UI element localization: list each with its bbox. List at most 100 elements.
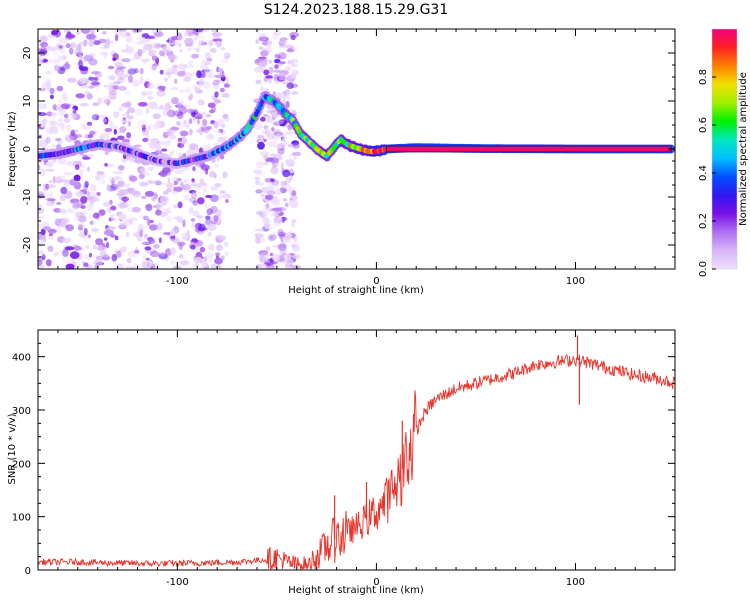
- noise-blob: [263, 222, 271, 229]
- spectrogram-x-axis-label: Height of straight line (km): [288, 285, 424, 296]
- noise-blob: [98, 244, 103, 251]
- noise-blob: [58, 208, 67, 214]
- noise-blob: [172, 191, 177, 195]
- noise-blob: [178, 63, 187, 71]
- noise-blob: [112, 57, 117, 62]
- noise-blob: [128, 175, 138, 182]
- noise-blob: [195, 32, 199, 37]
- noise-blob: [134, 108, 144, 116]
- noise-blob: [88, 39, 94, 48]
- noise-blob: [271, 260, 281, 264]
- noise-blob: [214, 79, 221, 83]
- noise-blob: [262, 162, 269, 166]
- noise-blob: [80, 205, 86, 209]
- noise-blob: [134, 253, 138, 260]
- noise-blob: [146, 262, 150, 268]
- noise-blob: [79, 171, 83, 177]
- noise-blob: [108, 93, 117, 100]
- noise-blob: [148, 141, 157, 149]
- noise-blob: [289, 204, 299, 209]
- noise-blob: [262, 217, 271, 225]
- noise-blob: [215, 40, 222, 47]
- noise-blob: [273, 137, 278, 143]
- noise-blob: [73, 181, 82, 190]
- noise-blob: [183, 119, 187, 125]
- noise-blob: [205, 114, 212, 118]
- noise-blob: [266, 140, 277, 147]
- noise-blob: [83, 54, 94, 62]
- noise-blob: [278, 61, 286, 65]
- noise-blob: [40, 235, 47, 244]
- noise-blob: [214, 183, 222, 188]
- noise-blob: [46, 198, 56, 202]
- noise-blob: [216, 73, 226, 78]
- noise-blob: [78, 78, 87, 85]
- noise-blob: [38, 215, 44, 219]
- noise-blob: [121, 196, 130, 202]
- noise-blob: [199, 125, 209, 132]
- noise-blob: [108, 176, 114, 182]
- spectrogram-y-tick-label: 20: [22, 47, 33, 60]
- snr-y-tick-label: 300: [12, 406, 31, 417]
- noise-blob: [47, 228, 57, 234]
- noise-blob: [284, 122, 292, 129]
- noise-blob: [224, 55, 229, 60]
- noise-blob: [200, 164, 210, 171]
- noise-blob: [278, 93, 285, 100]
- noise-blob: [83, 227, 88, 236]
- noise-blob: [161, 148, 168, 152]
- noise-blob: [88, 265, 96, 269]
- noise-blob: [198, 40, 202, 48]
- noise-blob: [184, 37, 194, 46]
- noise-blob: [81, 260, 85, 264]
- noise-blob: [89, 213, 94, 219]
- noise-blob: [222, 171, 228, 179]
- noise-blob: [142, 137, 149, 143]
- noise-blob: [165, 182, 175, 189]
- noise-blob: [45, 70, 52, 75]
- noise-blob: [88, 85, 95, 89]
- noise-blob: [111, 177, 115, 186]
- noise-blob: [153, 244, 160, 249]
- noise-blob: [207, 133, 215, 140]
- noise-blob: [163, 190, 169, 195]
- noise-blob: [149, 224, 159, 231]
- noise-blob: [136, 236, 143, 242]
- noise-blob: [77, 222, 86, 228]
- noise-blob: [207, 223, 217, 231]
- noise-blob: [210, 205, 218, 214]
- noise-blob: [183, 76, 192, 82]
- noise-blob: [126, 257, 132, 264]
- noise-blob: [183, 63, 188, 68]
- noise-blob: [208, 40, 213, 47]
- noise-blob: [156, 222, 163, 231]
- noise-blob: [118, 224, 127, 230]
- noise-blob: [86, 121, 93, 126]
- noise-blob: [257, 181, 265, 186]
- noise-blob: [61, 237, 72, 244]
- noise-blob: [280, 182, 286, 189]
- noise-blob: [75, 191, 85, 197]
- noise-blob: [179, 48, 183, 53]
- noise-blob: [119, 202, 129, 209]
- noise-blob: [172, 237, 180, 244]
- noise-blob: [45, 78, 52, 87]
- noise-blob: [139, 76, 144, 84]
- noise-blob: [200, 64, 209, 70]
- noise-blob: [177, 142, 181, 147]
- noise-blob: [162, 46, 172, 54]
- noise-blob: [217, 67, 223, 73]
- noise-blob: [255, 79, 262, 85]
- noise-blob: [196, 215, 204, 219]
- noise-blob: [222, 193, 232, 199]
- noise-blob: [40, 228, 46, 236]
- noise-blob: [214, 252, 221, 256]
- noise-blob: [194, 147, 200, 154]
- noise-blob: [174, 78, 178, 84]
- colorbar-frame: [711, 28, 738, 270]
- noise-blob: [195, 89, 203, 94]
- noise-blob: [263, 77, 268, 82]
- noise-blob: [289, 31, 300, 38]
- noise-blob: [203, 188, 207, 192]
- noise-blob: [54, 137, 62, 142]
